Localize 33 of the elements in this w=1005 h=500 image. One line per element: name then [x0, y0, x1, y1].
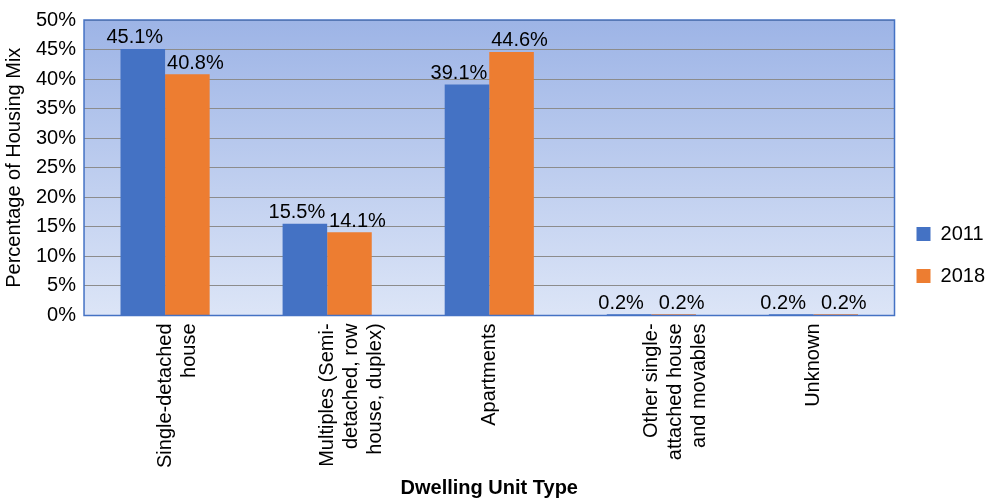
x-tick-label: Other single-attached house and movables [638, 323, 709, 461]
y-tick-label: 25% [36, 155, 77, 178]
y-tick-label: 35% [36, 96, 77, 119]
text: 44.6% [491, 28, 548, 51]
text: 14.1% [329, 208, 386, 231]
y-tick-label: 40% [36, 66, 77, 89]
legend-label: 2018 [940, 263, 986, 286]
y-tick-label: 45% [36, 37, 77, 60]
text: 0.2% [820, 290, 867, 313]
bar [327, 232, 372, 315]
text: 0.2% [598, 290, 644, 313]
x-axis-title: Dwelling Unit Type [400, 475, 578, 498]
y-tick-label: 20% [36, 184, 77, 207]
y-tick-label: 15% [36, 214, 77, 237]
y-tick-label: 5% [47, 273, 77, 296]
text: 0.2% [760, 290, 806, 313]
text: 39.1% [430, 60, 488, 83]
y-tick-label: 50% [36, 7, 77, 30]
x-tick-label: Apartments [476, 323, 499, 426]
legend-label: 2011 [940, 221, 984, 244]
x-tick-label: Multiples (Semi-detached, row house, duplex) [314, 322, 385, 467]
x-tick-label: Unknown [800, 323, 823, 407]
bar [489, 51, 534, 315]
y-tick-label: 10% [36, 243, 77, 266]
text: 0.2% [658, 290, 705, 313]
y-axis-title: Percentage of Housing Mix [1, 47, 24, 288]
x-tick-label: Single-detached house [152, 323, 199, 469]
text: 40.8% [167, 50, 224, 73]
text: 15.5% [268, 200, 326, 223]
y-tick-label: 30% [36, 125, 77, 148]
text: 45.1% [106, 25, 164, 48]
bar [165, 74, 210, 315]
y-tick-label: 0% [47, 302, 77, 325]
